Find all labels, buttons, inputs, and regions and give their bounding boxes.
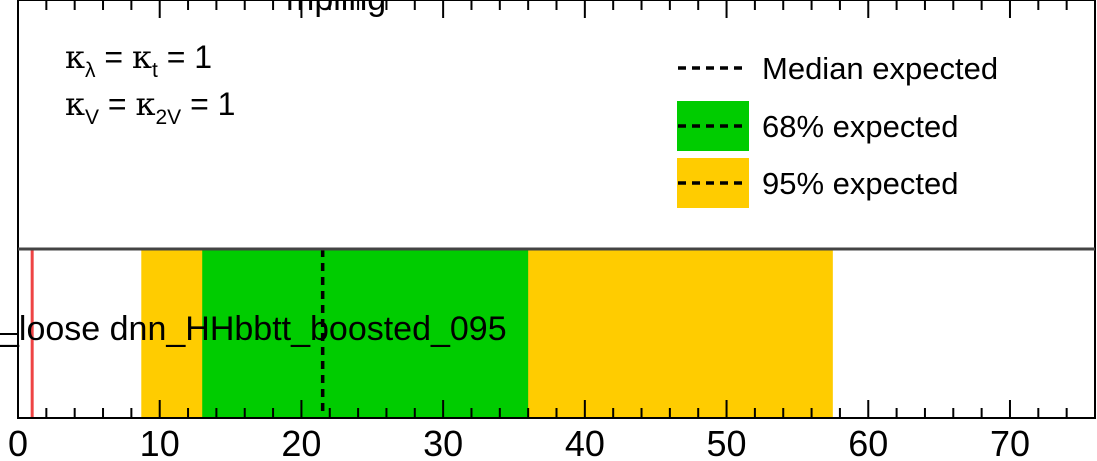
x-axis-tick-labels: 0 10 20 30 40 50 60 70 bbox=[8, 423, 1030, 461]
x-tick-label: 0 bbox=[8, 423, 28, 461]
x-tick-label: 50 bbox=[707, 423, 747, 461]
x-tick-label: 10 bbox=[140, 423, 180, 461]
legend: Median expected 68% expected 95% expecte… bbox=[677, 51, 998, 208]
x-tick-label: 20 bbox=[281, 423, 321, 461]
category-label: _loose dnn_HHbbtt_boosted_095 bbox=[0, 310, 507, 348]
legend-68-label: 68% expected bbox=[762, 109, 958, 144]
chart-title-partial: mpling bbox=[286, 0, 386, 18]
band-68-expected bbox=[202, 249, 529, 418]
coupling-line-1: κλ = κt = 1 bbox=[65, 38, 212, 82]
coupling-line-2: κV = κ2V = 1 bbox=[65, 85, 235, 129]
x-tick-label: 60 bbox=[848, 423, 888, 461]
x-axis-ticks bbox=[17, 0, 1096, 418]
x-tick-label: 40 bbox=[565, 423, 605, 461]
x-tick-label: 30 bbox=[423, 423, 463, 461]
legend-median-label: Median expected bbox=[762, 51, 998, 86]
legend-95-label: 95% expected bbox=[762, 166, 958, 201]
x-tick-label: 70 bbox=[990, 423, 1030, 461]
